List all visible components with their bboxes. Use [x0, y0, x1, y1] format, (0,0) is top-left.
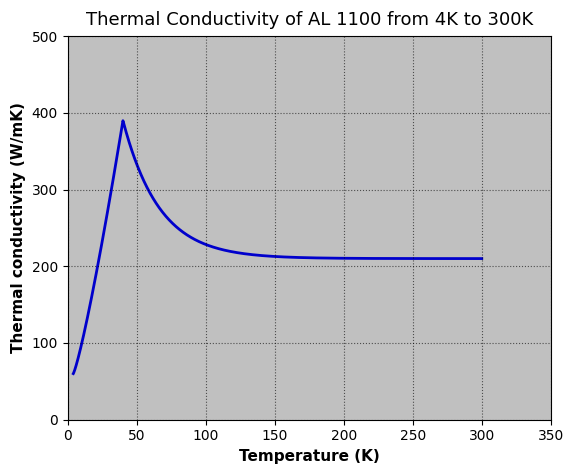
X-axis label: Temperature (K): Temperature (K) — [239, 449, 380, 464]
Y-axis label: Thermal conductivity (W/mK): Thermal conductivity (W/mK) — [11, 103, 26, 353]
Title: Thermal Conductivity of AL 1100 from 4K to 300K: Thermal Conductivity of AL 1100 from 4K … — [86, 11, 533, 29]
